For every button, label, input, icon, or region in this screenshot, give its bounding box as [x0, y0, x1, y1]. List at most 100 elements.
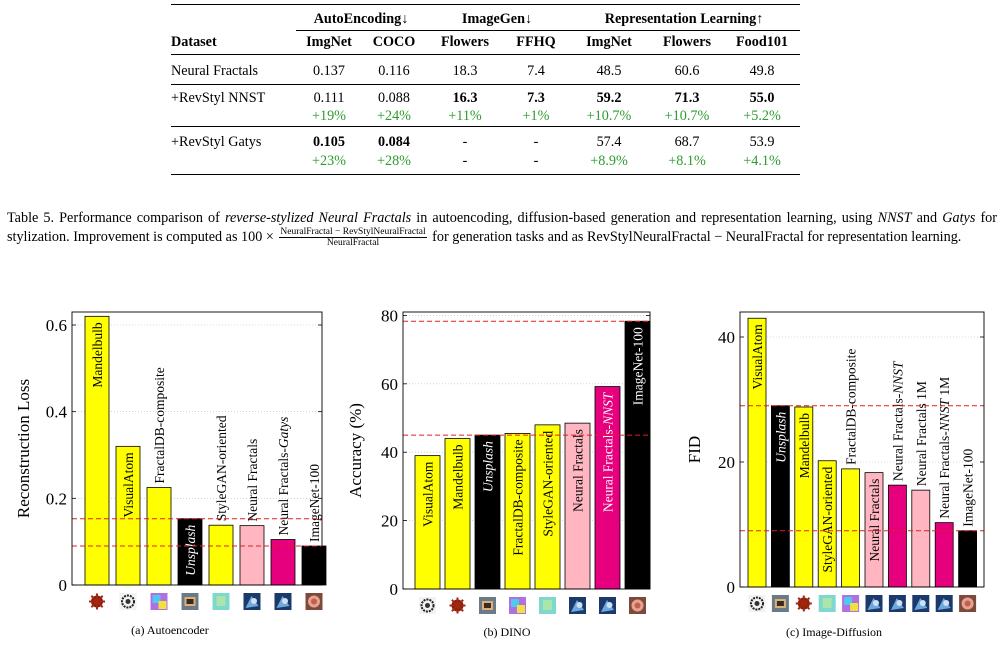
bar-label: FractalDB-composite [152, 367, 167, 483]
dataset-thumbnail-icon [274, 593, 292, 610]
table-cell: 71.3 [674, 89, 700, 106]
plot-area: 0 0.2 0.4 0.6 Reconstruction Loss Mandelbulb V… [15, 311, 327, 610]
caption-emphasis: Gatys [942, 210, 976, 226]
dataset-thumbnail-icon [912, 595, 930, 612]
bar [208, 524, 234, 586]
table-cell: 0.088 [378, 89, 410, 106]
bar-label: Neural Fractals 1M [914, 381, 929, 486]
table-cell: 55.0 [749, 89, 775, 106]
delta-cell: +10.7% [664, 108, 710, 125]
table-cell: 53.9 [749, 133, 775, 150]
table-row: +RevStyl Gatys 0.105 0.084 - - 57.4 68.7… [171, 133, 800, 152]
y-tick-label: 20 [718, 453, 735, 472]
dataset-thumbnail-icon [842, 595, 860, 612]
column-header: COCO [362, 30, 426, 55]
dataset-thumbnail-icon [181, 593, 199, 610]
bar-label: Neural Fractals [245, 439, 260, 522]
table-cell: 60.6 [674, 62, 700, 79]
y-tick-label: 0 [390, 580, 399, 599]
table-cell: 57.4 [596, 133, 622, 150]
autoencoder-bar-chart: 0 0.2 0.4 0.6 Reconstruction Loss Mandelbulb V… [15, 311, 327, 610]
subcaption-dino: (b) DINO [483, 625, 531, 639]
dataset-thumbnail-icon [865, 595, 883, 612]
dataset-thumbnail-icon [959, 595, 977, 612]
delta-cell: +8.1% [668, 152, 706, 169]
diffusion-bar-chart: 0 20 40 FID VisualAtom Unsplash Mandelbulb Styl… [685, 311, 985, 612]
plot-area: 0 20 40 FID VisualAtom Unsplash Mandelbulb Styl… [685, 311, 985, 612]
dataset-thumbnail-icon [569, 597, 586, 614]
y-tick-label: 0 [727, 578, 736, 597]
bar [84, 315, 110, 586]
bar-label: ImageNet-100 [307, 464, 322, 542]
group-header-imagegen: ImageGen↓ [461, 10, 533, 27]
bar-label: StyleGAN-oriented [541, 431, 556, 537]
column-header-dataset: Dataset [171, 33, 217, 50]
dataset-thumbnail-icon [509, 597, 526, 614]
delta-cell: +23% [311, 152, 346, 169]
y-tick-label: 0 [59, 576, 68, 595]
caption-text: for stylization. Improvement is computed… [7, 210, 997, 245]
bar [934, 522, 954, 588]
table-cell: - [533, 133, 539, 150]
y-tick-label: 0.4 [46, 403, 68, 422]
y-tick-label: 40 [381, 443, 398, 462]
table-cell: 18.3 [452, 62, 478, 79]
y-tick-label: 60 [381, 375, 398, 394]
group-header-autoencoding: AutoEncoding↓ [313, 10, 409, 27]
bar [115, 445, 141, 586]
bar-label: Mandelbulb [90, 322, 105, 387]
dataset-thumbnail-icon [243, 593, 261, 610]
fraction-denominator: NeuralFractal [326, 238, 380, 248]
table-row: Neural Fractals 0.137 0.116 18.3 7.4 48.… [171, 59, 800, 85]
bar-label: Neural Fractals-NNST 1M [937, 377, 952, 519]
y-tick-label: 80 [381, 306, 398, 325]
bar-label: ImageNet-100 [631, 327, 646, 405]
bar [504, 433, 531, 590]
bar [534, 424, 561, 590]
table-cell: 7.4 [527, 62, 545, 79]
dataset-thumbnail-icon [818, 595, 836, 612]
y-axis-label: Accuracy (%) [346, 403, 365, 498]
row-label: +RevStyl NNST [171, 89, 266, 106]
bar-label: FractalDB-composite [844, 349, 859, 465]
bar-label: ImageNet-100 [961, 449, 976, 527]
table-cell: 7.3 [527, 89, 545, 106]
delta-cell: +19% [311, 108, 346, 125]
delta-cell: - [533, 152, 539, 169]
dataset-thumbnail-icon [539, 597, 556, 614]
dataset-thumbnail-icon [419, 597, 436, 614]
bar-label: Mandelbulb [451, 444, 466, 509]
column-header: FFHQ [504, 30, 568, 55]
bar-label: VisualAtom [750, 324, 765, 390]
bar-label: Mandelbulb [797, 413, 812, 478]
delta-cell: +1% [522, 108, 550, 125]
bar-label: VisualAtom [421, 461, 436, 527]
table-cell: 16.3 [452, 89, 478, 106]
bar-label: Unsplash [183, 524, 198, 575]
row-label: Neural Fractals [171, 62, 259, 79]
delta-cell: - [462, 152, 468, 169]
table-cell: 0.137 [313, 62, 345, 79]
bar-label: StyleGAN-oriented [820, 467, 835, 573]
bar-label: Neural Fractals [867, 479, 882, 562]
bar [414, 455, 441, 590]
table-cell: 0.105 [313, 133, 345, 150]
column-header: Food101 [724, 30, 800, 55]
bar [958, 530, 978, 588]
dataset-thumbnail-icon [150, 593, 168, 610]
y-tick-label: 0.2 [46, 489, 67, 508]
bar-label: Neural Fractals-NNST [890, 360, 905, 481]
subcaption-autoencoder: (a) Autoencoder [131, 623, 209, 637]
delta-cell: +8.9% [590, 152, 628, 169]
dataset-thumbnail-icon [212, 593, 230, 610]
caption-emphasis: NNST [877, 210, 912, 226]
table-cell: 0.116 [378, 62, 410, 79]
bar [239, 525, 265, 586]
y-axis-label: FID [685, 436, 704, 463]
dataset-thumbnail-icon [771, 595, 789, 612]
dataset-thumbnail-icon [629, 597, 646, 614]
bar-label: Neural Fractals-Gatys [276, 417, 291, 536]
bar-label: Unsplash [773, 412, 788, 463]
y-tick-label: 20 [381, 512, 398, 531]
table-cell: 0.084 [378, 133, 410, 150]
